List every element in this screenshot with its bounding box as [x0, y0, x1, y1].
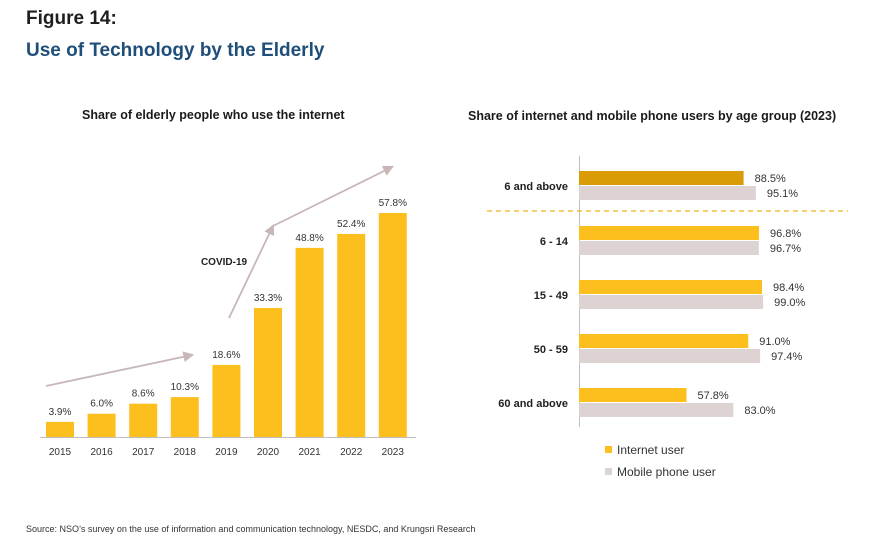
bar-2019	[212, 364, 241, 437]
category-label: 6 and above	[504, 181, 568, 193]
mobile-bar-0	[579, 186, 756, 200]
internet-bar-0	[579, 171, 744, 185]
mobile-bar-2	[579, 295, 764, 309]
legend-label-mobile: Mobile phone user	[617, 465, 716, 479]
bar-value-label: 48.8%	[295, 233, 323, 244]
mobile-bar-1	[579, 241, 759, 255]
category-label: 15 - 49	[534, 290, 568, 302]
mobile-value-label: 83.0%	[744, 405, 775, 417]
covid-trend-arrow	[228, 224, 275, 319]
bar-2022	[337, 233, 366, 437]
mobile-value-label: 99.0%	[774, 297, 805, 309]
internet-bar-4	[579, 388, 687, 402]
x-tick-label: 2019	[215, 447, 238, 458]
mobile-value-label: 96.7%	[770, 243, 801, 255]
mobile-bar-3	[579, 349, 761, 363]
pre-covid-trend-arrow	[45, 351, 195, 387]
category-label: 60 and above	[498, 398, 568, 410]
left-chart-title: Share of elderly people who use the inte…	[82, 108, 345, 122]
bar-2017	[129, 403, 158, 437]
source-note: Source: NSO’s survey on the use of infor…	[26, 524, 476, 534]
x-tick-label: 2015	[49, 447, 72, 458]
x-tick-label: 2018	[174, 447, 197, 458]
bar-value-label: 18.6%	[212, 350, 240, 361]
bar-2015	[46, 421, 74, 437]
legend-label-internet: Internet user	[617, 443, 684, 457]
category-label: 50 - 59	[534, 344, 568, 356]
post-covid-trend-arrow	[272, 165, 394, 227]
legend-swatch-internet	[605, 446, 612, 453]
right-bar-chart: 88.5% 95.1% 6 and above 96.8% 96.7% 6 - 14 98.…	[487, 156, 848, 479]
x-tick-label: 2022	[340, 447, 363, 458]
mobile-value-label: 95.1%	[767, 188, 798, 200]
figure-title: Use of Technology by the Elderly	[26, 40, 325, 61]
internet-value-label: 88.5%	[755, 173, 786, 185]
bar-2016	[87, 413, 116, 437]
legend-swatch-mobile	[605, 468, 612, 475]
figure-number: Figure 14:	[26, 8, 117, 29]
bar-value-label: 3.9%	[49, 407, 72, 418]
bar-2021	[295, 247, 324, 437]
x-tick-label: 2016	[90, 447, 113, 458]
category-label: 6 - 14	[540, 236, 569, 248]
internet-value-label: 91.0%	[759, 336, 790, 348]
x-tick-label: 2023	[382, 447, 405, 458]
x-tick-label: 2020	[257, 447, 280, 458]
mobile-bar-4	[579, 403, 734, 417]
left-bar-chart: 3.9% 2015 6.0% 2016 8.6% 2017 10.3% 2018 18.6% 20…	[40, 165, 416, 458]
bar-value-label: 8.6%	[132, 389, 155, 400]
covid-annotation: COVID-19	[201, 257, 248, 268]
bar-value-label: 57.8%	[379, 198, 407, 209]
internet-bar-1	[579, 226, 760, 240]
internet-value-label: 57.8%	[697, 390, 728, 402]
internet-value-label: 98.4%	[773, 282, 804, 294]
bar-2023	[378, 213, 407, 437]
internet-bar-2	[579, 280, 762, 294]
bar-value-label: 33.3%	[254, 293, 282, 304]
bar-2020	[254, 307, 282, 437]
right-chart-title: Share of internet and mobile phone users…	[468, 109, 837, 123]
x-tick-label: 2021	[298, 447, 321, 458]
bar-value-label: 6.0%	[90, 399, 113, 410]
x-tick-label: 2017	[132, 447, 155, 458]
bar-value-label: 10.3%	[171, 382, 199, 393]
bar-2018	[170, 397, 199, 437]
internet-bar-3	[579, 334, 749, 348]
bar-value-label: 52.4%	[337, 219, 365, 230]
mobile-value-label: 97.4%	[771, 351, 802, 363]
internet-value-label: 96.8%	[770, 228, 801, 240]
